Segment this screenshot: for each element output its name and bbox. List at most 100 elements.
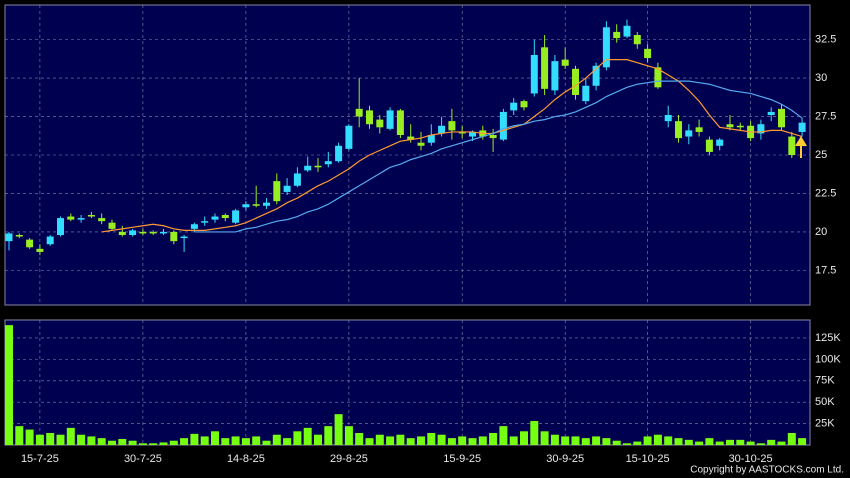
candle-body (726, 124, 734, 128)
volume-bar (149, 443, 158, 445)
candle-body (767, 111, 775, 115)
volume-bar (715, 441, 724, 445)
candle-body (438, 125, 446, 134)
y-tick-label: 17.5 (815, 264, 836, 276)
volume-bar (571, 436, 580, 445)
candle-body (129, 230, 137, 235)
y-tick-label: 32.5 (815, 34, 836, 46)
candle-body (149, 231, 157, 234)
candle-body (633, 35, 641, 45)
candle-body (623, 25, 631, 37)
candle-body (324, 161, 332, 165)
y-tick-label: 75K (815, 375, 835, 387)
candle-body (798, 122, 806, 132)
volume-bar (344, 426, 353, 445)
volume-bar (138, 443, 147, 445)
candle-body (87, 215, 95, 217)
arrow-icon (795, 136, 807, 158)
candle-body (572, 68, 579, 95)
volume-bar (200, 436, 209, 445)
candle-body (67, 216, 75, 220)
moving-average-line (101, 59, 803, 233)
volume-panel (4, 319, 811, 446)
candle-body (458, 131, 466, 134)
candle-body (417, 142, 425, 146)
volume-bar (406, 438, 415, 445)
volume-bar (468, 438, 477, 445)
candle-body (211, 216, 219, 220)
copyright: Copyright by AASTOCKS.com Ltd. (690, 465, 844, 476)
y-tick-label: 125K (815, 332, 841, 344)
candle-body (489, 135, 497, 139)
candle-body (139, 231, 147, 234)
x-tick-label: 30-7-25 (124, 453, 162, 465)
volume-bar (159, 442, 168, 445)
candle-body (283, 185, 291, 192)
volume-bar (458, 436, 467, 445)
candle-body (160, 231, 167, 234)
candle-body (273, 181, 281, 202)
candle-body (345, 125, 353, 149)
volume-bar (798, 438, 807, 445)
volume-bar (581, 438, 590, 445)
candle-body (201, 221, 209, 223)
candle-body (448, 121, 456, 131)
volume-bar (643, 436, 652, 445)
candle-body (541, 47, 549, 89)
candle-body (788, 136, 796, 155)
volume-bar (241, 438, 250, 445)
volume-bar (447, 438, 456, 445)
candle-body (396, 110, 404, 135)
volume-bar (231, 436, 240, 445)
volume-bar (355, 433, 364, 445)
volume-bar (77, 434, 86, 445)
volume-bar (684, 439, 693, 445)
candle-body (407, 136, 415, 140)
volume-bar (695, 441, 704, 445)
volume-bar (324, 426, 333, 445)
volume-bar (664, 436, 673, 445)
volume-bar (221, 438, 230, 445)
volume-bar (612, 440, 621, 445)
volume-bar (303, 427, 312, 445)
volume-bar (169, 440, 178, 445)
y-tick-label: 20 (815, 226, 827, 238)
candle-body (685, 130, 693, 137)
candle-body (314, 165, 322, 168)
volume-bar (674, 438, 683, 445)
candle-body (551, 61, 559, 91)
volume-bar (190, 433, 199, 445)
candle-body (252, 204, 260, 206)
volume-bar (592, 436, 601, 445)
candle-body (36, 248, 44, 252)
candle-body (716, 139, 724, 146)
y-tick-label: 50K (815, 396, 835, 408)
volume-bar (396, 434, 405, 445)
y-tick-label: 25 (815, 149, 827, 161)
x-tick-label: 30-9-25 (546, 453, 584, 465)
candle-body (57, 218, 64, 235)
volume-bar (97, 438, 106, 445)
y-tick-label: 27.5 (815, 110, 836, 122)
candle-body (293, 173, 301, 186)
candle-body (232, 210, 240, 223)
volume-bar (128, 440, 137, 445)
candle-body (386, 110, 394, 129)
candle-body (520, 101, 528, 108)
volume-bar (87, 436, 96, 445)
x-tick-label: 29-8-25 (330, 453, 368, 465)
candle-body (427, 135, 435, 143)
volume-bar (5, 325, 13, 445)
candle-body (613, 31, 621, 39)
candle-body (654, 67, 662, 88)
x-tick-label: 15-9-25 (443, 453, 481, 465)
y-tick-label: 100K (815, 353, 841, 365)
volume-bar (602, 438, 611, 445)
volume-bar (386, 436, 395, 445)
candle-body (592, 65, 600, 86)
x-tick-label: 14-8-25 (227, 453, 265, 465)
volume-bar (25, 429, 34, 445)
candle-body (705, 139, 713, 152)
volume-bar (262, 440, 271, 445)
